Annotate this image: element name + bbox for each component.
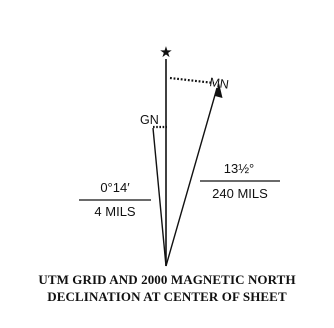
true-north-star-icon: ★ <box>159 44 172 61</box>
grid-declination-degrees: 0°14′ <box>100 180 130 195</box>
grid-declination-mils: 4 MILS <box>94 204 136 219</box>
grid-north-label: GN <box>140 113 159 127</box>
magnetic-north-line <box>165 87 218 267</box>
caption-line-2: DECLINATION AT CENTER OF SHEET <box>47 289 287 304</box>
magnetic-north-label: MN <box>209 75 230 92</box>
caption-line-1: UTM GRID AND 2000 MAGNETIC NORTH <box>38 272 296 287</box>
grid-north-line <box>152 127 167 267</box>
magnetic-declination-mils: 240 MILS <box>212 186 268 201</box>
magnetic-north-dotted-marker <box>169 76 215 85</box>
magnetic-north-arrowhead-icon <box>215 83 223 98</box>
magnetic-declination-degrees: 13½° <box>224 161 255 176</box>
